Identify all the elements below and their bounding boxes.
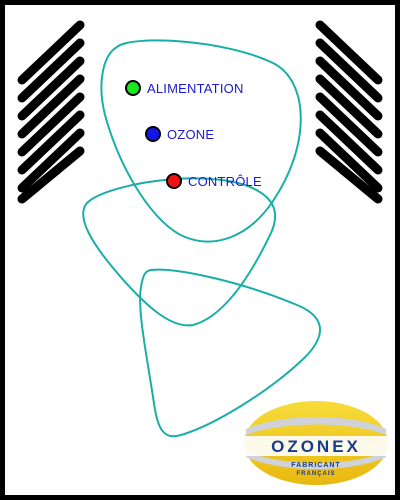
- vent-slat: [17, 56, 85, 121]
- vent-slat: [315, 38, 383, 103]
- control-led: [166, 173, 182, 189]
- panel-artwork: [17, 20, 383, 438]
- control-indicator-label: CONTRÔLE: [188, 173, 262, 189]
- device-front-panel: ALIMENTATION OZONE CONTRÔLE OZONEX FABRI…: [5, 5, 395, 495]
- vent-slat: [17, 38, 85, 103]
- logo-silver-band-top: [246, 417, 386, 435]
- power-indicator: ALIMENTATION: [125, 80, 244, 96]
- vent-slat: [315, 56, 383, 121]
- vent-slat: [17, 128, 85, 193]
- logo-silver-band-bottom: [246, 451, 386, 469]
- vent-slat: [17, 146, 85, 204]
- outline-shape-top: [100, 39, 302, 243]
- ozone-indicator-label: OZONE: [167, 126, 215, 142]
- vent-slat: [17, 92, 85, 157]
- power-led: [125, 80, 141, 96]
- control-indicator: CONTRÔLE: [166, 173, 262, 189]
- ozonex-logo: OZONEX FABRICANT FRANÇAIS: [244, 401, 388, 485]
- outline-shape-middle: [82, 177, 276, 327]
- vent-slat: [315, 128, 383, 193]
- logo-tagline-1: FABRICANT: [291, 462, 340, 469]
- outline-shape-bottom: [139, 268, 321, 438]
- vent-slat: [315, 20, 383, 85]
- left-vent-grille: [17, 20, 85, 204]
- logo-name-band: [244, 436, 388, 456]
- vent-slat: [17, 74, 85, 139]
- logo-brand-name: OZONEX: [271, 437, 361, 456]
- ozone-indicator: OZONE: [145, 126, 214, 142]
- vent-slat: [315, 146, 383, 204]
- vent-slat: [315, 110, 383, 175]
- vent-slat: [17, 20, 85, 85]
- right-vent-grille: [315, 20, 383, 204]
- ozone-led: [145, 126, 161, 142]
- decorative-outlines: [82, 39, 321, 438]
- logo-tagline-2: FRANÇAIS: [297, 471, 336, 477]
- power-indicator-label: ALIMENTATION: [147, 80, 244, 96]
- vent-slat: [315, 92, 383, 157]
- vent-slat: [17, 110, 85, 175]
- vent-slat: [315, 74, 383, 139]
